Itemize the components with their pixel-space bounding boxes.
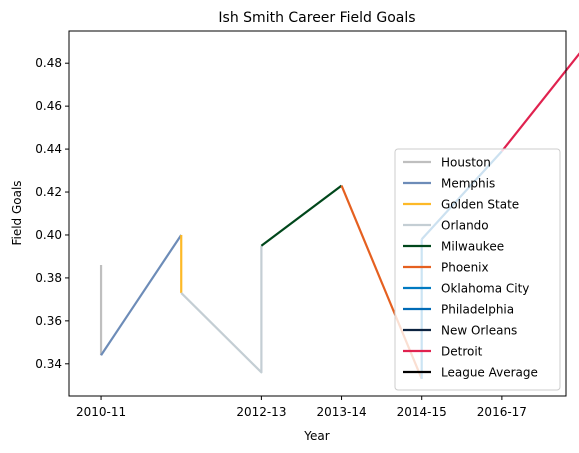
y-tick-label-7: 0.48 [35,56,62,70]
series-line-1 [100,234,183,356]
legend-label-4: Milwaukee [441,240,504,254]
y-tick-label-2: 0.38 [35,271,62,285]
legend-label-8: New Orleans [441,324,517,338]
y-axis-label: Field Goals [10,180,24,245]
x-tick-label-3: 2014-15 [397,405,447,419]
y-tick-label-0: 0.34 [35,357,62,371]
x-tick-label-4: 2016-17 [477,405,527,419]
legend: Houston Memphis Golden State Orlando Milwauk… [394,148,561,391]
x-tick-label-0: 2010-11 [76,405,126,419]
y-tick-label-5: 0.44 [35,142,62,156]
y-tick-label-4: 0.42 [35,185,62,199]
y-axis: 0.34 0.36 0.38 0.40 0.42 0.44 0.46 0.48 [35,56,69,371]
legend-label-6: Oklahoma City [441,282,529,296]
y-tick-label-3: 0.40 [35,228,62,242]
plot-frame [68,30,567,397]
legend-label-3: Orlando [441,219,489,233]
series-line-3 [180,245,263,374]
y-tick-label-1: 0.36 [35,314,62,328]
legend-label-0: Houston [441,156,491,170]
legend-label-9: Detroit [441,345,483,359]
series-line-4 [260,184,343,247]
legend-label-5: Phoenix [441,261,489,275]
x-axis: 2010-11 2012-13 2013-14 2014-15 2016-17 [76,396,527,419]
legend-box [394,148,561,391]
y-tick-label-6: 0.46 [35,99,62,113]
legend-label-10: League Average [441,366,538,380]
series-line-9 [501,52,579,152]
chart-title: Ish Smith Career Field Goals [218,10,415,26]
x-tick-label-1: 2012-13 [236,405,286,419]
legend-label-1: Memphis [441,177,495,191]
legend-label-7: Philadelphia [441,303,514,317]
legend-label-2: Golden State [441,198,519,212]
x-tick-label-2: 2013-14 [316,405,366,419]
x-axis-label: Year [303,429,329,443]
